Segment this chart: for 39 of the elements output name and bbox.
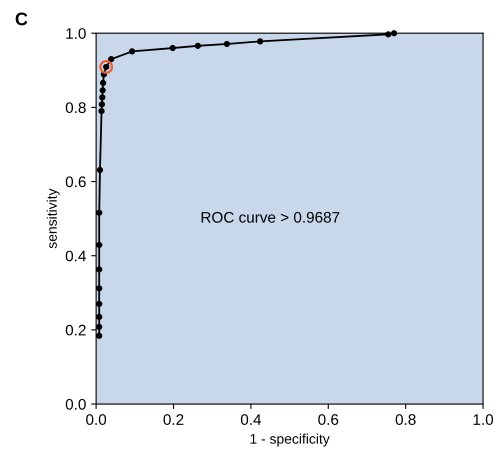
x-tick-label: 0.0 xyxy=(86,414,106,425)
point xyxy=(194,42,202,49)
point xyxy=(96,332,102,339)
x-tick-label: 0.2 xyxy=(163,414,184,425)
y-axis-title: sensitivity xyxy=(46,188,60,248)
x-tick-label: 0.6 xyxy=(318,414,338,425)
point xyxy=(257,38,264,44)
point xyxy=(98,101,106,108)
x-tick-label: 0.4 xyxy=(240,414,262,425)
point xyxy=(96,314,102,320)
y-tick-label: 0.0 xyxy=(66,398,86,410)
point xyxy=(224,40,230,48)
x-tick-label: 0.8 xyxy=(396,414,416,425)
point xyxy=(96,324,102,330)
y-tick-label: 0.8 xyxy=(66,102,86,114)
point xyxy=(98,108,105,114)
point xyxy=(100,87,106,94)
point xyxy=(128,48,136,55)
text: C xyxy=(16,12,28,26)
point xyxy=(96,300,102,308)
x-axis-title: 1 - specificity xyxy=(250,434,330,447)
point xyxy=(170,44,176,52)
point xyxy=(390,30,398,36)
point xyxy=(385,31,392,38)
x-tick-label: 1.0 xyxy=(474,414,494,425)
point xyxy=(96,285,102,292)
point xyxy=(96,210,102,216)
y-tick-label: 1.0 xyxy=(66,28,86,39)
point xyxy=(96,166,104,174)
y-tick-label: 0.2 xyxy=(66,324,86,336)
point xyxy=(99,94,106,100)
point xyxy=(96,266,102,273)
y-tick-label: 0.4 xyxy=(66,250,86,262)
y-tick-label: 0.6 xyxy=(66,176,86,188)
point xyxy=(108,56,114,62)
point xyxy=(99,60,114,74)
point xyxy=(96,242,102,248)
annotation: ROC curve > 0.9687 xyxy=(202,212,340,223)
point xyxy=(100,80,106,86)
